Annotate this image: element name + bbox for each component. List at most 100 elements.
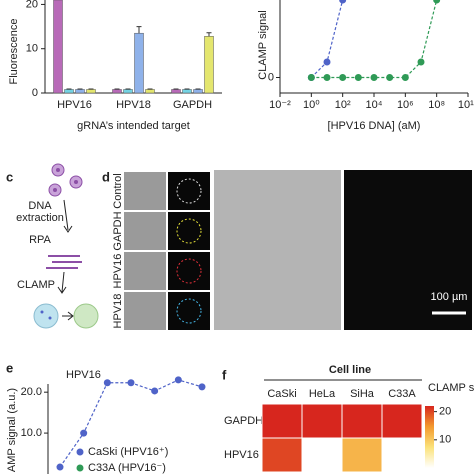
data-point: [323, 58, 331, 66]
row-label: HPV18: [112, 294, 124, 329]
colorbar: [425, 406, 434, 468]
scale-bar-label: 100 µm: [431, 291, 468, 303]
y-tick-label: 20.0: [21, 386, 42, 398]
data-point: [339, 74, 347, 81]
error-bar: [206, 32, 212, 37]
colorbar-tick-label: 10: [439, 434, 451, 446]
micrograph: [124, 292, 166, 330]
y-tick-label: 10: [26, 43, 38, 55]
micrograph: [168, 252, 210, 290]
data-point: [370, 74, 378, 81]
bar: [182, 89, 192, 94]
legend-label: CaSki (HPV16⁺): [88, 446, 168, 458]
column-label: SiHa: [350, 388, 375, 400]
column-label: CaSki: [267, 388, 296, 400]
droplet-outline: [176, 258, 202, 284]
y-axis-label: CLAMP signal: [257, 10, 269, 80]
y-tick-label: 20: [26, 0, 38, 10]
x-tick-label: 10⁶: [397, 99, 414, 111]
bar: [134, 32, 144, 94]
bar: [112, 89, 122, 94]
data-point: [339, 0, 347, 4]
column-label: C33A: [388, 388, 416, 400]
panel-label: c: [6, 169, 13, 184]
data-point: [433, 0, 441, 4]
row-label: GAPDH: [112, 211, 124, 250]
heatmap-cell: [261, 403, 303, 439]
micrograph: [124, 252, 166, 290]
x-tick-label: 10⁰: [303, 99, 320, 111]
data-point: [174, 376, 182, 384]
y-axis-label: AMP signal (a.u.): [6, 388, 18, 472]
data-point: [323, 74, 331, 81]
error-bar: [136, 26, 142, 34]
step-label: extraction: [16, 212, 64, 224]
series-line: [310, 0, 344, 78]
x-tick-label: HPV18: [116, 99, 151, 111]
micrograph: [168, 292, 210, 330]
data-point: [151, 387, 159, 395]
heatmap-cell: [381, 403, 423, 439]
x-tick-label: 10¹⁰: [458, 99, 474, 111]
micrograph: [124, 172, 166, 210]
droplet-outline: [176, 298, 202, 324]
heatmap-cell: [341, 437, 383, 473]
micrograph: [124, 212, 166, 250]
droplet-outline: [176, 218, 202, 244]
heatmap-cell: [381, 437, 423, 473]
row-label: Control: [112, 173, 124, 208]
data-point: [56, 463, 64, 471]
x-tick-label: 10⁻²: [269, 99, 291, 111]
step-label: DNA: [28, 200, 52, 212]
x-axis-label: gRNA’s intended target: [77, 120, 190, 132]
series-line: [311, 0, 438, 79]
heatmap-cell: [301, 437, 343, 473]
data-point: [307, 74, 315, 81]
x-tick-label: HPV16: [57, 99, 92, 111]
step-label: CLAMP: [17, 279, 55, 291]
data-point: [417, 58, 425, 66]
panel-label: f: [222, 367, 227, 382]
workflow-diagram: c DNA extraction RPA CLAMP: [6, 163, 99, 329]
x-tick-label: 10²: [335, 99, 351, 111]
x-axis-label: [HPV16 DNA] (aM): [328, 120, 421, 132]
x-tick-label: GAPDH: [173, 99, 212, 111]
data-point: [401, 74, 409, 81]
data-point: [127, 379, 135, 387]
data-point: [103, 379, 111, 387]
bar: [204, 36, 214, 94]
row-label: HPV16: [224, 449, 259, 461]
y-tick-label: 0: [268, 71, 274, 83]
row-label: GAPDH: [224, 415, 263, 427]
bar: [171, 89, 181, 94]
bar: [145, 89, 155, 94]
x-tick-label: 10⁴: [366, 99, 383, 111]
x-tick-label: 10⁸: [428, 99, 445, 111]
data-point: [354, 74, 362, 81]
y-axis-label: Fluorescence: [8, 18, 20, 84]
bar: [53, 0, 63, 94]
micrograph: [168, 212, 210, 250]
bar: [123, 89, 133, 94]
y-tick-label: 10.0: [21, 427, 42, 439]
droplet-outline: [176, 178, 202, 204]
colorbar-tick-label: 20: [439, 406, 451, 418]
micrographs: d Control GAPDH HPV16 HPV18 100 µm: [102, 169, 472, 330]
bar: [86, 89, 96, 94]
chart-title: HPV16: [66, 369, 101, 381]
heatmap-cell: [301, 403, 343, 439]
heatmap-cell: [261, 437, 303, 473]
data-point: [386, 74, 394, 81]
chart-title: Cell line: [329, 364, 371, 376]
row-label: HPV16: [112, 254, 124, 289]
heatmap-cell: [341, 403, 383, 439]
bar: [75, 89, 85, 94]
y-tick-label: 0: [32, 87, 38, 99]
bar: [64, 89, 74, 94]
data-point: [80, 429, 88, 437]
panel-label: e: [6, 360, 13, 375]
legend-marker: [76, 464, 84, 472]
column-label: HeLa: [309, 388, 336, 400]
colorbar-label: CLAMP signal (a.u.): [428, 382, 474, 394]
